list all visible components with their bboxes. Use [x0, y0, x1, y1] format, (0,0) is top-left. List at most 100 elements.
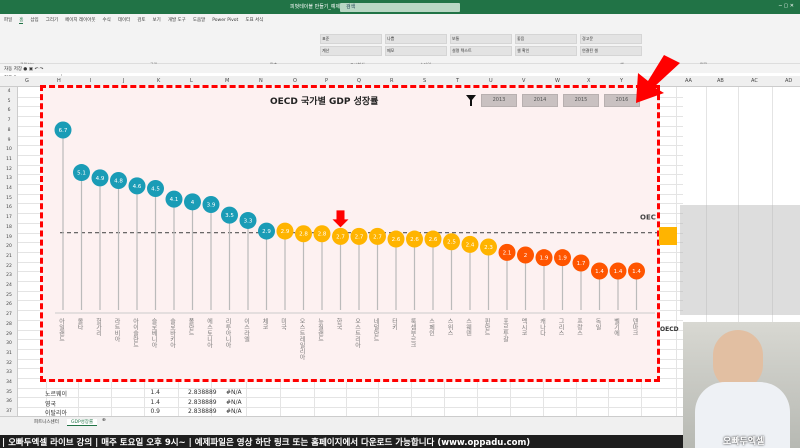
ribbon-tab[interactable]: 검토: [137, 18, 146, 23]
row-header[interactable]: 21: [6, 253, 12, 259]
row-header[interactable]: 8: [7, 127, 11, 133]
row-header[interactable]: 31: [6, 350, 12, 356]
cell-value[interactable]: 1.4: [150, 398, 160, 406]
cell-style-button[interactable]: 계산: [320, 46, 382, 56]
cell-style-button[interactable]: 셀 확인: [515, 46, 577, 56]
row-header[interactable]: 20: [6, 244, 12, 250]
lollipop-point[interactable]: [128, 177, 146, 195]
row-header[interactable]: 5: [7, 98, 11, 104]
column-header[interactable]: N: [259, 78, 263, 84]
slicer-item-2015[interactable]: 2015: [563, 94, 599, 107]
row-header[interactable]: 32: [6, 360, 12, 366]
row-header[interactable]: 27: [6, 312, 12, 318]
row-header[interactable]: 33: [6, 370, 12, 376]
lollipop-point[interactable]: [517, 246, 534, 264]
lollipop-point[interactable]: [258, 222, 275, 240]
search-input[interactable]: 검색: [340, 3, 460, 12]
column-header[interactable]: H: [57, 78, 61, 84]
lollipop-point[interactable]: [54, 121, 72, 139]
row-header[interactable]: 23: [6, 273, 12, 279]
cell-country[interactable]: 노르웨이: [45, 391, 68, 398]
lollipop-point[interactable]: [313, 225, 331, 243]
cell-style-button[interactable]: 연결된 셀: [580, 46, 642, 56]
column-header[interactable]: AD: [785, 78, 793, 84]
ribbon-tab[interactable]: 도표 서식: [245, 18, 264, 23]
ribbon-tab[interactable]: 도움말: [192, 18, 206, 23]
filter-icon[interactable]: [465, 94, 477, 107]
column-header[interactable]: Q: [357, 78, 361, 84]
row-header[interactable]: 25: [6, 292, 12, 298]
row-header[interactable]: 19: [6, 234, 12, 240]
cell-avg[interactable]: 2.838889: [188, 408, 217, 416]
ribbon-tab[interactable]: 데이터: [117, 18, 131, 23]
column-header[interactable]: K: [157, 78, 161, 84]
column-header[interactable]: L: [190, 78, 193, 84]
lollipop-point[interactable]: [221, 206, 238, 224]
row-header[interactable]: 36: [6, 399, 12, 405]
add-sheet-icon[interactable]: ⊕: [102, 418, 106, 423]
column-header[interactable]: AB: [717, 78, 724, 84]
lollipop-point[interactable]: [165, 190, 183, 208]
cell-avg[interactable]: 2.838889: [188, 389, 217, 396]
lollipop-point[interactable]: [498, 243, 516, 261]
row-header[interactable]: 4: [7, 89, 11, 94]
cell-style-button[interactable]: 나쁨: [385, 34, 447, 44]
lollipop-point[interactable]: [628, 262, 645, 280]
lollipop-point[interactable]: [387, 230, 405, 248]
cell-country[interactable]: 영국: [45, 400, 57, 408]
row-header[interactable]: 11: [6, 156, 12, 162]
column-header[interactable]: T: [456, 78, 460, 84]
ribbon-tab[interactable]: 그리기: [45, 18, 59, 23]
lollipop-point[interactable]: [91, 169, 109, 187]
cell-na[interactable]: #N/A: [226, 389, 242, 396]
lollipop-point[interactable]: [350, 227, 368, 245]
sheet-tab[interactable]: 피트니스센터: [34, 420, 59, 425]
lollipop-point[interactable]: [184, 193, 201, 211]
cell-style-button[interactable]: 좋음: [515, 34, 577, 44]
lollipop-point[interactable]: [591, 262, 608, 280]
row-header[interactable]: 15: [6, 195, 12, 201]
lollipop-point[interactable]: [554, 249, 571, 267]
row-header[interactable]: 34: [6, 380, 12, 385]
row-header[interactable]: 12: [6, 166, 12, 172]
cell-style-button[interactable]: 표준: [320, 34, 382, 44]
column-header[interactable]: G: [25, 78, 29, 84]
row-header[interactable]: 10: [6, 147, 12, 153]
column-header[interactable]: U: [489, 78, 493, 84]
window-controls[interactable]: ─ ▢ ✕: [778, 3, 794, 9]
column-header[interactable]: AC: [751, 78, 758, 84]
cell-style-button[interactable]: 경고문: [580, 34, 642, 44]
ribbon-tab[interactable]: 수식: [102, 18, 111, 23]
column-header[interactable]: V: [522, 78, 526, 84]
ribbon-tab[interactable]: 홈: [19, 17, 24, 24]
row-header[interactable]: 22: [6, 263, 12, 269]
slicer-item-2013[interactable]: 2013: [481, 94, 517, 107]
cell-value[interactable]: 0.9: [150, 408, 160, 416]
column-header[interactable]: X: [587, 78, 591, 84]
lollipop-point[interactable]: [461, 235, 479, 253]
cell-style-button[interactable]: 보통: [450, 34, 512, 44]
column-header[interactable]: R: [390, 78, 394, 84]
row-header[interactable]: 30: [6, 341, 12, 347]
lollipop-point[interactable]: [443, 233, 460, 251]
row-header[interactable]: 7: [7, 118, 11, 124]
row-header[interactable]: 16: [6, 205, 12, 211]
cell-value[interactable]: 1.4: [150, 389, 160, 396]
column-header[interactable]: M: [225, 78, 230, 84]
chart-area[interactable]: [40, 85, 660, 382]
column-header[interactable]: I: [90, 78, 92, 84]
column-header[interactable]: S: [423, 78, 427, 84]
column-header[interactable]: J: [123, 78, 125, 84]
column-header[interactable]: W: [555, 78, 560, 84]
column-header[interactable]: P: [325, 78, 329, 84]
row-header[interactable]: 17: [6, 215, 12, 221]
lollipop-point[interactable]: [73, 164, 90, 182]
ribbon-tab[interactable]: 보기: [152, 18, 161, 23]
row-header[interactable]: 35: [6, 389, 12, 395]
lollipop-point[interactable]: [239, 211, 257, 229]
lollipop-point[interactable]: [110, 172, 127, 190]
ribbon-tab[interactable]: 개발 도구: [167, 18, 186, 23]
row-header[interactable]: 26: [6, 302, 12, 308]
ribbon-tab[interactable]: 파일: [4, 18, 13, 23]
lollipop-point[interactable]: [572, 254, 590, 272]
